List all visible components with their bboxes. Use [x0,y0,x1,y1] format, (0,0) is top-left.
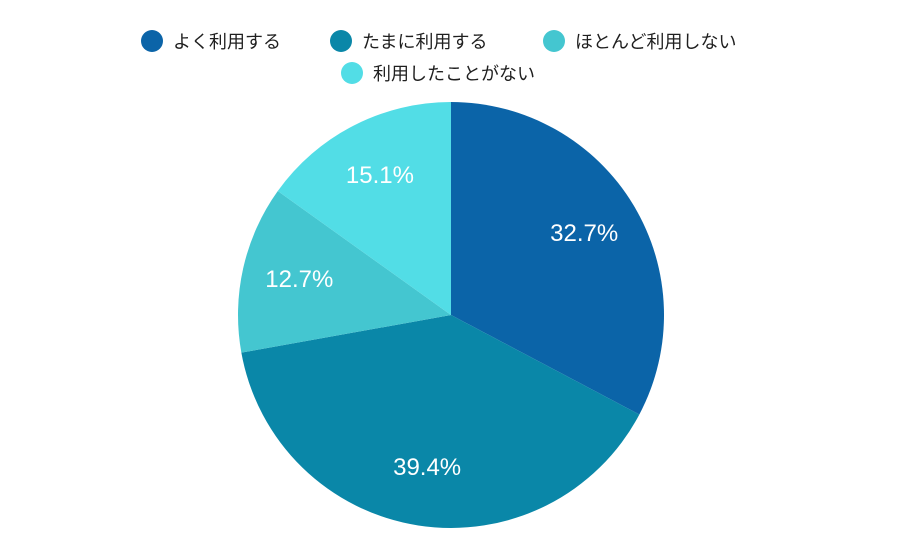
legend-label-rarely: ほとんど利用しない [575,32,737,53]
legend-item-often: よく利用する [141,28,281,54]
legend-item-never: 利用したことがない [341,60,535,86]
legend-item-sometimes: たまに利用する [330,28,487,54]
legend-dot-rarely [543,30,565,52]
legend-dot-often [141,30,163,52]
legend-label-never: 利用したことがない [373,64,535,85]
slice-label-sometimes: 39.4% [393,454,461,481]
legend-dot-sometimes [330,30,352,52]
pie-slice-never [277,102,451,315]
slice-label-never: 15.1% [346,162,414,189]
legend-label-often: よく利用する [173,32,281,53]
legend-label-sometimes: たまに利用する [362,32,488,53]
legend-item-rarely: ほとんど利用しない [543,28,736,54]
legend-dot-never [341,62,363,84]
slice-label-often: 32.7% [550,220,618,247]
slice-label-rarely: 12.7% [265,266,333,293]
pie-slice-often [451,102,665,415]
pie-slice-rarely [238,191,451,353]
pie-slice-sometimes [241,315,640,528]
